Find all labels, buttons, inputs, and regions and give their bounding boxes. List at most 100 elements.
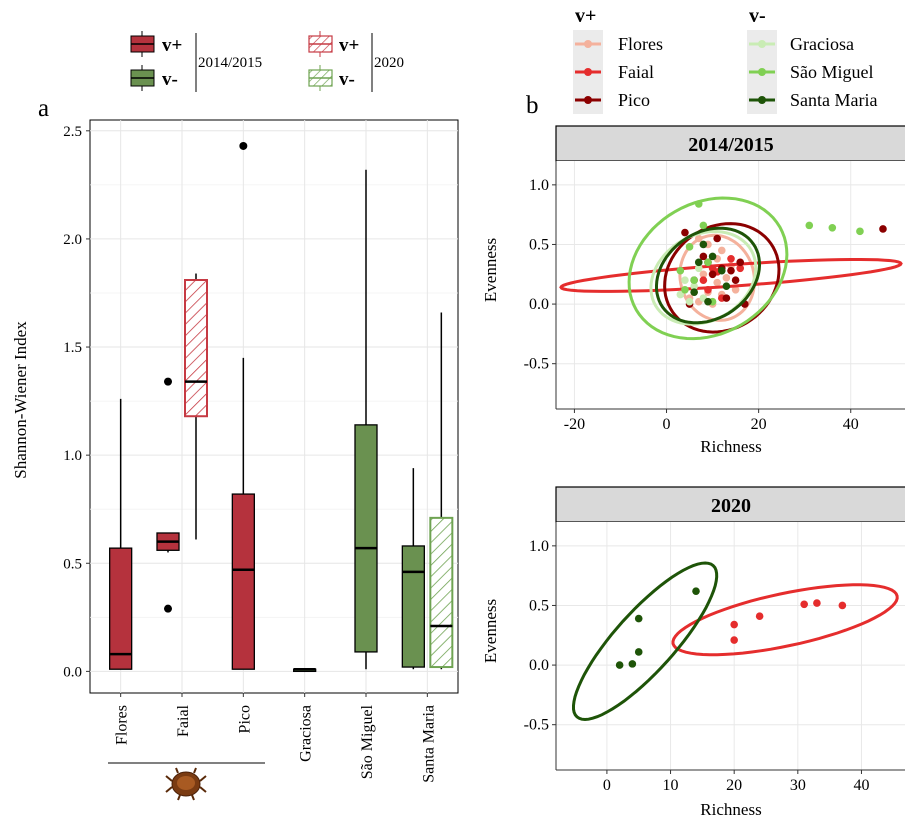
panel-b2-ytick: -0.5 — [524, 717, 549, 734]
point-flores — [717, 246, 726, 255]
series-santa-maria — [572, 561, 719, 722]
panel-a-ylabel: Shannon-Wiener Index — [11, 321, 30, 479]
panel-a-axes: 0.0 0.5 1.0 1.5 2.0 2.5 Flores Faial Pico Gracios… — [63, 124, 437, 783]
legend-a-vplus-2020-key — [308, 31, 333, 57]
legend-b-vplus-title: v+ — [575, 5, 596, 27]
legend-b-vminus-title: v- — [749, 5, 766, 27]
point-faial — [704, 285, 712, 294]
legend-a-vplus-2020-label: v+ — [339, 35, 359, 56]
panel-b2-xtick: 0 — [603, 777, 611, 794]
point-santa-maria — [722, 282, 731, 290]
point-s-o-miguel — [676, 266, 685, 275]
legend-b-items: Flores Faial Pico Graciosa São Miguel Santa M… — [575, 34, 877, 110]
series-santa-maria — [655, 226, 762, 325]
box-santa-maria-2020 — [429, 312, 454, 670]
panel-b1-xtick: 40 — [843, 416, 859, 433]
point-s-o-miguel — [690, 276, 698, 285]
point-graciosa — [690, 282, 698, 290]
legend-b-key-flores — [575, 40, 601, 48]
point-graciosa — [676, 290, 685, 299]
panel-b2-ytick: 0.5 — [529, 597, 549, 614]
panel-b2-xtick: 20 — [726, 777, 742, 794]
panel-b2-axes: 0 10 20 30 40 -0.5 0.0 0.5 1.0 — [524, 522, 905, 794]
point-pico — [681, 228, 689, 237]
point-pico — [699, 252, 708, 261]
point-santa-maria — [704, 297, 712, 306]
point-faial — [736, 264, 745, 273]
legend-b-key-santa-maria — [749, 96, 775, 104]
panel-b2-scatter: 2020 0 10 20 30 40 -0.5 0.0 0.5 1.0 Richness Eve… — [481, 486, 905, 819]
panel-b2-data — [572, 561, 899, 722]
panel-b1-xtick: -20 — [564, 416, 585, 433]
point-santa-maria — [634, 648, 643, 656]
panel-b1-ytick: 1.0 — [529, 177, 549, 194]
legend-a-vminus-2020-key — [308, 65, 333, 91]
panel-b1-grid — [556, 161, 905, 409]
panel-b1-ytick: -0.5 — [524, 356, 549, 373]
series-faial — [559, 254, 903, 302]
point-faial — [755, 612, 764, 620]
panel-a-xtick-s-o-miguel: São Miguel — [359, 704, 376, 779]
panel-b2-ylabel: Evenness — [481, 599, 500, 663]
legend-a-vminus-label: v- — [162, 69, 178, 90]
panel-b1-xtick: 20 — [751, 416, 767, 433]
point-santa-maria — [628, 660, 637, 668]
panel-b2-xtick: 30 — [790, 777, 806, 794]
panel-b2-ytick: 0.0 — [529, 657, 549, 674]
ellipse-santa-maria — [572, 561, 719, 722]
panel-b2-xtick: 40 — [853, 777, 869, 794]
panel-b2-title: 2020 — [711, 495, 751, 517]
point-faial — [813, 599, 821, 607]
legend-b-label-santa-maria: Santa Maria — [790, 90, 877, 110]
point-pico — [713, 234, 721, 243]
panel-a-ytick: 1.0 — [63, 448, 82, 464]
panel-a-boxplot: 0.0 0.5 1.0 1.5 2.0 2.5 Flores Faial Pico Gracios… — [11, 119, 459, 801]
point-s-o-miguel — [828, 223, 837, 232]
box-santa-maria-2014-2015 — [401, 468, 425, 670]
legend-b-label-graciosa: Graciosa — [790, 34, 854, 54]
legend-b: v+ v- Flores Faial Pico Graciosa São Miguel S… — [573, 5, 877, 114]
point-s-o-miguel — [856, 227, 864, 236]
panel-b1-ylabel: Evenness — [481, 238, 500, 302]
point-santa-maria — [692, 587, 700, 595]
panel-b1-title: 2014/2015 — [688, 134, 774, 156]
ellipse-s-o-miguel — [627, 196, 789, 341]
box-faial-2014-2015 — [156, 377, 180, 613]
legend-a-vplus-label: v+ — [162, 35, 182, 56]
point-s-o-miguel — [805, 221, 814, 230]
point-s-o-miguel — [681, 285, 689, 294]
point-s-o-miguel — [685, 243, 694, 251]
point-faial — [838, 601, 847, 610]
panel-b2-xtick: 10 — [663, 777, 679, 794]
box-faial-2020 — [184, 273, 208, 540]
point-pico — [708, 270, 717, 279]
ellipse-faial — [671, 583, 899, 657]
point-s-o-miguel — [694, 200, 703, 208]
box-s-o-miguel-2014-2015 — [354, 169, 378, 670]
legend-b-label-flores: Flores — [618, 34, 663, 54]
ellipse-santa-maria — [655, 226, 762, 325]
panel-b2-grid — [556, 522, 905, 770]
point-flores — [713, 278, 721, 287]
panel-b2-plot-area — [556, 522, 905, 770]
outlier-point — [164, 377, 172, 386]
box-graciosa-2014-2015 — [293, 667, 317, 673]
legend-b-key-pico — [575, 96, 601, 104]
point-pico — [722, 294, 731, 302]
outlier-point — [164, 604, 172, 613]
box-flores-2014-2015 — [109, 398, 133, 670]
legend-a-vminus-2014-key — [130, 65, 155, 91]
panel-b1-ytick: 0.5 — [529, 236, 549, 253]
panel-b2-strip — [555, 486, 905, 523]
point-flores — [722, 274, 731, 282]
point-santa-maria — [717, 266, 726, 275]
point-santa-maria — [615, 661, 624, 669]
point-s-o-miguel — [699, 221, 708, 230]
point-faial — [730, 620, 738, 629]
series-s-o-miguel — [627, 196, 864, 341]
legend-a: v+ v- 2014/2015 v+ v- 2020 — [130, 31, 404, 92]
panel-b1-strip — [555, 125, 905, 162]
panel-a-xtick-flores: Flores — [114, 705, 131, 745]
point-faial — [730, 636, 738, 644]
panel-a-ytick: 2.0 — [63, 232, 82, 248]
